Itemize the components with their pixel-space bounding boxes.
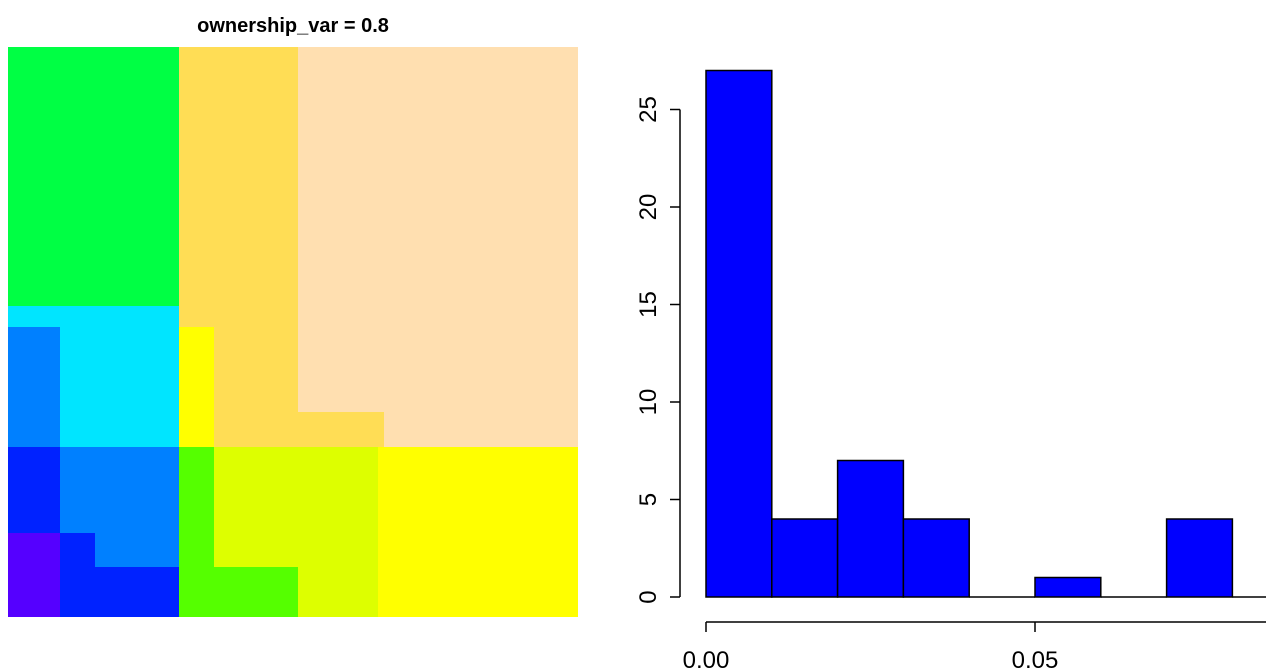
map-region-azure-top [8, 327, 60, 447]
map-region-cyan [60, 306, 179, 447]
map-region-chartreuse [214, 447, 378, 567]
histogram-bar [1034, 576, 1102, 598]
y-tick-label: 0 [635, 590, 662, 603]
histogram-bar [705, 69, 773, 598]
map-region-lime [179, 447, 214, 617]
y-tick-label: 10 [635, 389, 662, 416]
map-region-violet [8, 533, 60, 617]
histogram-bar [836, 459, 905, 598]
histogram-bar [1165, 518, 1234, 598]
y-tick-label: 15 [635, 291, 662, 318]
histogram-bar [771, 518, 839, 598]
map-title: ownership_var = 0.8 [197, 15, 389, 37]
y-axis: 0 5 10 15 20 25 [635, 96, 681, 604]
map-region-chartreuse-base [298, 567, 378, 617]
y-tick-label: 20 [635, 194, 662, 221]
map-region-gold-step [298, 412, 384, 447]
histogram-bars [705, 69, 1266, 598]
map-region-green [8, 47, 179, 306]
map-region-cyan-strip [8, 306, 60, 327]
map-region-blue-bottom [60, 533, 95, 617]
x-axis: 0.000.050.100.15 [683, 621, 1266, 671]
x-tick-label: 0.00 [683, 647, 730, 671]
y-tick-label: 5 [635, 493, 662, 506]
histogram-bar [902, 518, 970, 598]
map-region-lime-base [214, 567, 298, 617]
ownership-map [8, 47, 578, 617]
map-region-blue-base [95, 567, 179, 617]
map-region-yellow-large [378, 447, 578, 617]
map-region-blue-left [8, 447, 60, 533]
y-tick-label: 25 [635, 96, 662, 123]
map-region-peach [298, 47, 578, 412]
map-region-peach-step [384, 412, 578, 447]
map-region-yellow-small [179, 327, 214, 447]
x-tick-label: 0.05 [1012, 647, 1059, 671]
